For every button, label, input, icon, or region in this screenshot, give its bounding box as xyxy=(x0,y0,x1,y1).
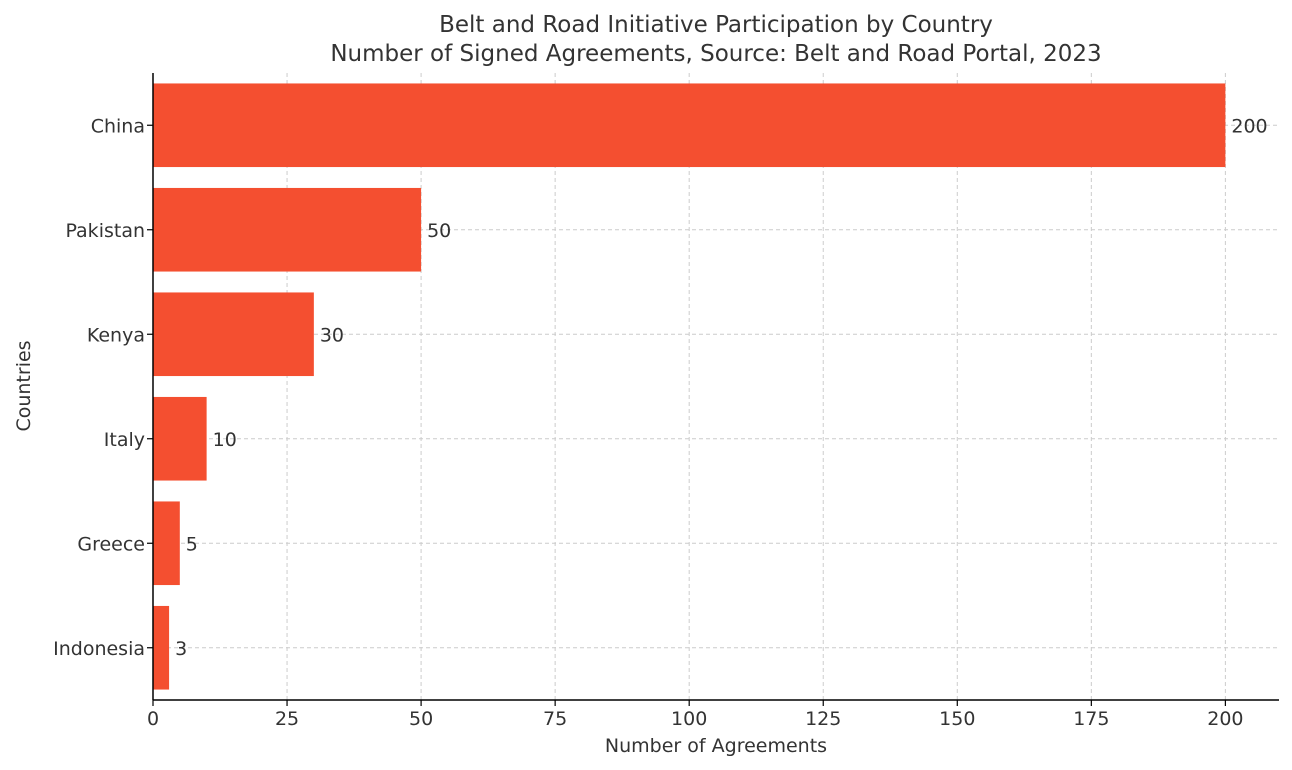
bar-italy xyxy=(153,396,207,481)
x-tick-label: 0 xyxy=(147,708,159,730)
data-labels: 200 50 30 10 5 3 xyxy=(175,115,1268,660)
bar-pakistan xyxy=(153,187,422,272)
data-label: 200 xyxy=(1231,115,1267,137)
y-tick-label: Italy xyxy=(104,429,145,451)
bars xyxy=(153,83,1226,690)
bar-indonesia xyxy=(153,605,170,690)
bar-greece xyxy=(153,501,180,586)
axes xyxy=(152,73,1279,701)
data-label: 3 xyxy=(175,638,187,660)
data-label: 30 xyxy=(320,324,344,346)
bar-china xyxy=(153,83,1226,168)
y-tick-label: China xyxy=(91,115,145,137)
chart-title: Belt and Road Initiative Participation b… xyxy=(439,12,993,38)
x-axis-label: Number of Agreements xyxy=(605,735,827,757)
data-label: 10 xyxy=(213,429,237,451)
data-label: 50 xyxy=(427,220,451,242)
ticks: 0 25 50 75 100 125 150 175 200 China Pakistan Kenya… xyxy=(53,115,1243,730)
chart-subtitle: Number of Signed Agreements, Source: Bel… xyxy=(330,41,1101,67)
x-tick-label: 75 xyxy=(543,708,567,730)
x-tick-label: 25 xyxy=(275,708,299,730)
y-tick-label: Pakistan xyxy=(65,220,145,242)
bar-kenya xyxy=(153,292,314,377)
data-label: 5 xyxy=(186,533,198,555)
x-tick-label: 175 xyxy=(1073,708,1109,730)
x-tick-label: 200 xyxy=(1207,708,1243,730)
y-tick-label: Indonesia xyxy=(53,638,145,660)
grid xyxy=(152,73,1279,700)
y-axis-label: Countries xyxy=(13,340,35,431)
x-tick-label: 50 xyxy=(409,708,433,730)
x-tick-label: 125 xyxy=(805,708,841,730)
y-tick-label: Kenya xyxy=(87,324,145,346)
x-tick-label: 150 xyxy=(939,708,975,730)
y-tick-label: Greece xyxy=(77,533,145,555)
x-tick-label: 100 xyxy=(671,708,707,730)
